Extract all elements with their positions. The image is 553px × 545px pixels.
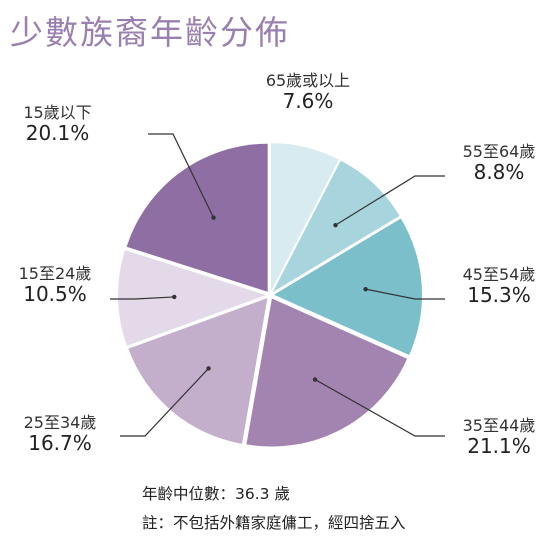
pie-slice-25-34 (128, 298, 268, 444)
slice-label-under-15: 15歲以下 20.1% (0, 103, 115, 146)
slice-label-25-34: 25至34歲 16.7% (0, 413, 120, 456)
slice-label-55-64: 55至64歲 8.8% (445, 142, 553, 185)
percent-label: 20.1% (25, 121, 90, 146)
leader-line-under-15 (148, 133, 215, 218)
percent-label: 8.8% (473, 160, 525, 185)
percent-label: 21.1% (467, 434, 531, 459)
category-label: 35至44歲 (462, 416, 536, 435)
slice-label-45-54: 45至54歲 15.3% (445, 265, 553, 308)
slice-label-65-plus: 65歲或以上 7.6% (238, 71, 378, 114)
median-age-note: 年齡中位數：36.3 歲 (142, 485, 290, 503)
leader-dot-55-64 (333, 222, 338, 228)
leader-dot-under-15 (211, 215, 216, 220)
pie-slice-15-24 (118, 250, 267, 346)
leader-line-35-44 (314, 378, 445, 437)
category-label: 15歲以下 (23, 103, 92, 122)
chart-title: 少數族裔年齡分佈 (10, 13, 290, 52)
leader-dot-25-34 (206, 366, 211, 371)
leader-dot-35-44 (312, 377, 318, 382)
percent-label: 15.3% (467, 283, 531, 308)
pie-slice-45-54 (273, 218, 422, 355)
leader-dot-45-54 (363, 286, 368, 292)
category-label: 15至24歲 (18, 264, 92, 283)
pie-slice-65-plus (270, 143, 339, 292)
percent-label: 16.7% (28, 431, 92, 456)
pie-slice-under-15 (126, 143, 268, 292)
percent-label: 7.6% (282, 89, 334, 114)
leader-line-25-34 (120, 368, 209, 437)
footnote: 註：不包括外籍家庭傭工，經四捨五入 (142, 514, 406, 532)
leader-line-15-24 (110, 296, 175, 300)
category-label: 25至34歲 (23, 413, 97, 432)
category-label: 65歲或以上 (265, 71, 351, 90)
slice-label-35-44: 35至44歲 21.1% (445, 416, 553, 459)
leader-line-55-64 (335, 175, 445, 226)
leader-dot-15-24 (172, 294, 177, 300)
pie-slice-35-44 (246, 298, 408, 447)
category-label: 45至54歲 (462, 265, 536, 284)
percent-label: 10.5% (23, 282, 87, 307)
slice-label-15-24: 15至24歲 10.5% (0, 264, 110, 307)
leader-line-45-54 (365, 288, 445, 300)
category-label: 55至64歲 (462, 142, 536, 161)
